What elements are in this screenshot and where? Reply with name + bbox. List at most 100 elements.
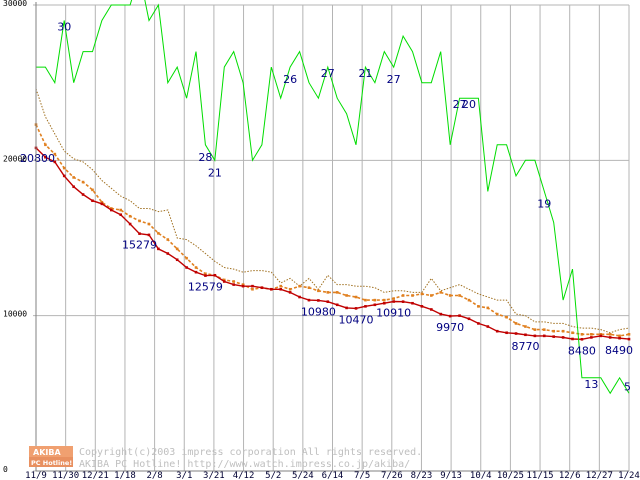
data-point-price-average xyxy=(486,306,490,310)
data-point-price-average xyxy=(119,208,123,212)
data-point-price-minimum xyxy=(627,337,631,341)
data-point-price-average xyxy=(364,298,367,302)
data-point-price-minimum xyxy=(420,305,424,308)
axes: 0 10000 20000 30000 11/9 11/30 12/21 1/18 2/8 3/1… xyxy=(3,0,640,480)
data-point-price-average xyxy=(185,256,188,260)
x-tick-label: 12/27 xyxy=(586,471,613,480)
data-point-price-minimum xyxy=(279,287,283,291)
data-point-price-average xyxy=(420,292,424,296)
data-label-shop-count: 13 xyxy=(584,378,598,391)
data-point-price-minimum xyxy=(533,334,537,338)
data-point-price-average xyxy=(147,222,151,226)
data-point-price-average xyxy=(505,315,508,319)
data-label-shop-count: 21 xyxy=(358,67,372,80)
data-point-price-minimum xyxy=(166,252,170,255)
data-point-price-average xyxy=(430,294,433,297)
akiba-logo-top-text: AKIBA xyxy=(33,448,61,457)
data-point-price-average xyxy=(627,333,631,336)
x-tick-label: 5/24 xyxy=(292,471,314,480)
x-tick-label: 9/13 xyxy=(440,471,462,480)
data-point-price-minimum xyxy=(495,329,499,333)
x-tick-label: 12/21 xyxy=(82,471,109,480)
data-point-price-minimum xyxy=(251,284,254,288)
data-label-price-minimum: 10470 xyxy=(339,313,374,326)
data-label-shop-count: 5 xyxy=(624,380,631,393)
data-point-price-minimum xyxy=(204,274,207,277)
data-point-price-average xyxy=(204,272,207,276)
data-point-price-minimum xyxy=(138,232,141,235)
data-point-price-average xyxy=(53,152,57,156)
data-point-price-average xyxy=(307,286,311,290)
data-point-price-average xyxy=(542,328,546,331)
data-point-price-average xyxy=(467,298,471,302)
data-point-price-minimum xyxy=(213,273,217,277)
x-tick-label: 12/6 xyxy=(559,471,581,480)
data-label-price-minimum: 9970 xyxy=(436,321,464,334)
data-point-price-average xyxy=(138,219,141,223)
data-point-price-minimum xyxy=(81,193,85,196)
data-label-price-minimum: 10980 xyxy=(301,305,336,318)
x-tick-label: 11/9 xyxy=(25,471,47,480)
data-point-price-minimum xyxy=(458,314,461,317)
data-point-price-average xyxy=(345,294,348,297)
data-point-price-minimum xyxy=(608,336,612,339)
x-tick-label: 6/14 xyxy=(322,471,344,480)
data-point-price-average xyxy=(279,284,283,288)
data-point-price-minimum xyxy=(590,336,593,339)
x-tick-label: 7/5 xyxy=(354,471,370,480)
data-point-price-minimum xyxy=(561,336,565,339)
data-point-price-minimum xyxy=(241,284,245,288)
data-point-price-average xyxy=(335,291,339,294)
x-tick-label: 8/23 xyxy=(411,471,433,480)
data-label-shop-count: 27 xyxy=(453,98,467,111)
data-point-price-minimum xyxy=(571,337,574,341)
y-tick-label: 20000 xyxy=(3,154,27,163)
data-point-price-average xyxy=(222,278,226,282)
data-point-price-average xyxy=(62,166,66,170)
data-point-price-average xyxy=(477,305,480,308)
data-point-price-minimum xyxy=(373,303,377,307)
data-point-price-minimum xyxy=(72,185,75,189)
data-point-price-minimum xyxy=(552,335,555,338)
data-point-price-average xyxy=(298,284,301,288)
data-point-price-average xyxy=(91,188,94,192)
data-point-price-minimum xyxy=(392,300,395,303)
data-point-price-average xyxy=(524,325,527,328)
data-point-price-average xyxy=(110,207,113,210)
data-label-price-minimum: 20800 xyxy=(20,152,55,165)
x-tick-label: 3/1 xyxy=(176,471,192,480)
data-point-price-minimum xyxy=(91,199,94,203)
data-point-price-average xyxy=(392,297,395,300)
data-point-price-minimum xyxy=(542,334,546,338)
data-point-price-minimum xyxy=(599,334,603,338)
data-point-price-average xyxy=(608,333,612,336)
data-point-price-minimum xyxy=(307,298,311,302)
data-point-price-minimum xyxy=(232,283,235,286)
x-tick-label: 7/26 xyxy=(381,471,403,480)
data-point-price-minimum xyxy=(147,233,151,237)
data-point-price-average xyxy=(81,180,85,184)
x-tick-label: 1/24 xyxy=(618,471,640,480)
data-point-price-minimum xyxy=(618,336,621,340)
data-point-price-minimum xyxy=(505,331,508,335)
data-point-price-average xyxy=(251,287,254,291)
data-point-price-minimum xyxy=(354,307,358,310)
data-label-price-minimum: 8490 xyxy=(605,344,633,357)
data-point-price-average xyxy=(458,294,461,297)
data-point-price-minimum xyxy=(524,333,527,337)
data-label-price-minimum: 10910 xyxy=(376,307,411,320)
data-point-price-average xyxy=(411,294,414,297)
data-label-shop-count: 21 xyxy=(208,166,222,179)
data-point-price-minimum xyxy=(288,291,292,294)
x-tick-label: 11/15 xyxy=(527,471,554,480)
data-point-price-average xyxy=(401,294,405,297)
data-point-price-minimum xyxy=(194,270,198,274)
data-point-price-minimum xyxy=(260,286,264,290)
data-label-price-minimum: 15279 xyxy=(122,239,157,252)
x-tick-label: 11/30 xyxy=(52,471,79,480)
akiba-logo-bottom xyxy=(29,457,73,467)
data-point-price-average xyxy=(44,143,47,147)
data-point-price-minimum xyxy=(514,332,518,335)
